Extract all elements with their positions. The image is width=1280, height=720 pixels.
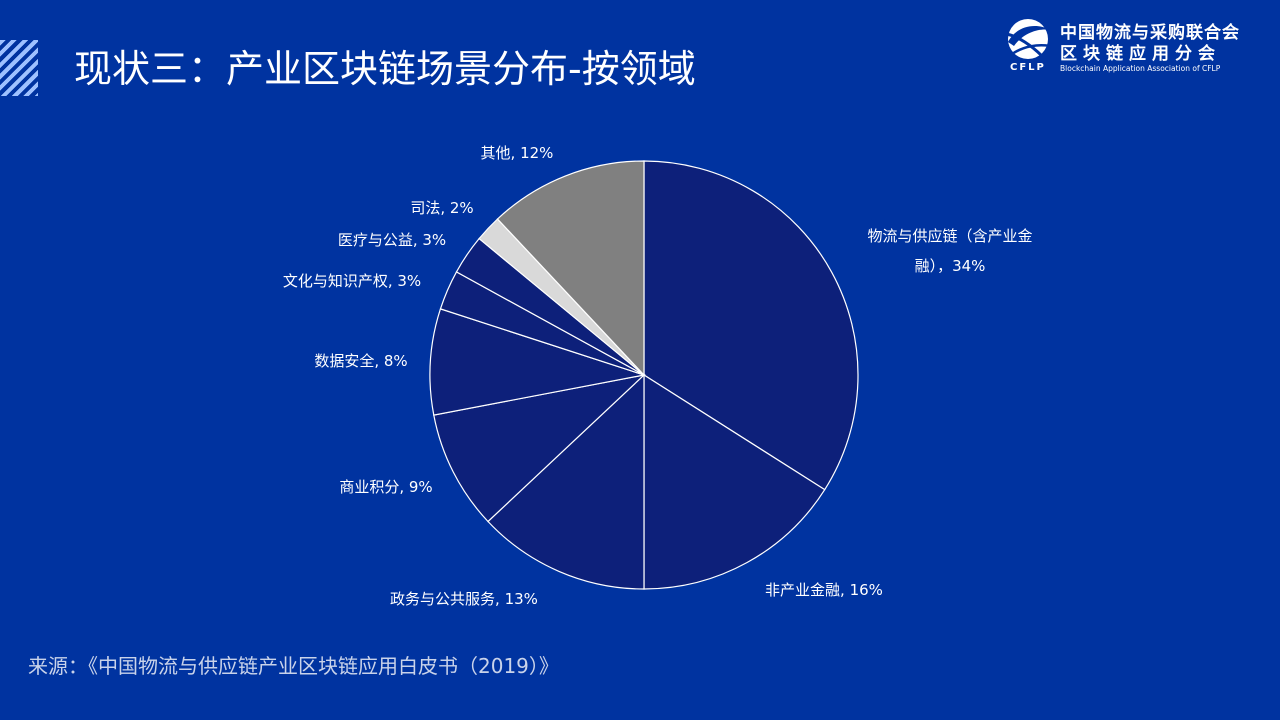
pie-slice-5: [429, 308, 645, 416]
data-label-1: 物流与供应链（含产业金融），34%: [867, 227, 1032, 275]
decorative-stripe-block: [0, 40, 38, 96]
pie-slice-1: [643, 160, 859, 491]
cflp-logo: 中国物流与采购联合会 区块链应用分会 CFLP Blockchain Appli…: [1002, 14, 1272, 76]
page-title: 现状三：产业区块链场景分布-按领域: [74, 47, 696, 91]
globe-logo-icon: [1005, 19, 1051, 59]
source-note: 来源：《中国物流与供应链产业区块链应用白皮书（2019）》: [28, 654, 559, 678]
pie-slice-2: [643, 373, 826, 590]
data-label-5: 数据安全, 8%: [314, 352, 407, 370]
logo-english-name: Blockchain Application Association of CF…: [1060, 64, 1221, 73]
data-label-8: 司法, 2%: [410, 199, 473, 217]
data-label-3: 政务与公共服务, 13%: [390, 590, 538, 608]
data-label-9: 其他, 12%: [481, 144, 554, 162]
data-label-6: 文化与知识产权, 3%: [283, 272, 421, 290]
logo-abbreviation: CFLP: [1010, 62, 1046, 73]
data-label-7: 医疗与公益, 3%: [338, 231, 446, 249]
data-label-2: 非产业金融, 16%: [765, 581, 883, 599]
pie-slice-4: [433, 374, 646, 523]
pie-slice-3: [487, 373, 645, 590]
logo-chinese-name-line1: 中国物流与采购联合会: [1060, 23, 1240, 43]
pie-slice-9: [496, 160, 645, 377]
data-label-4: 商业积分, 9%: [339, 478, 432, 496]
logo-chinese-name-line2: 区块链应用分会: [1060, 44, 1221, 64]
